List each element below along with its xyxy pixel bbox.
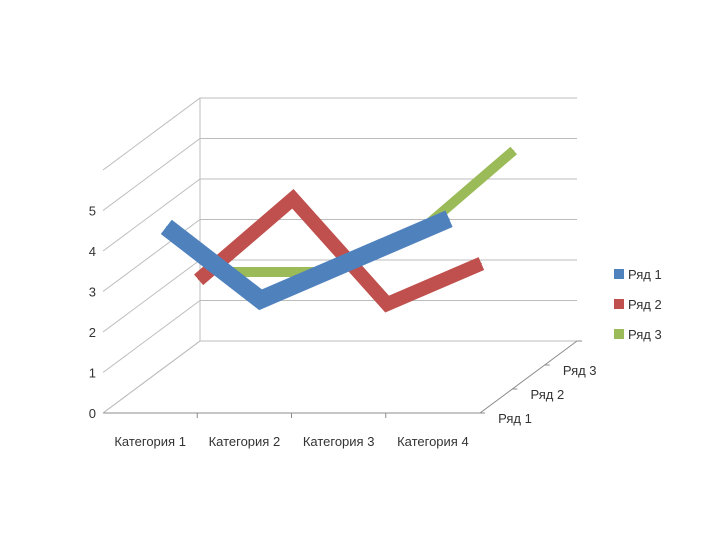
axes xyxy=(102,340,582,418)
gridline xyxy=(102,138,577,211)
category-label: Категория 2 xyxy=(209,434,281,449)
data-point xyxy=(386,303,388,305)
data-point xyxy=(198,279,200,281)
legend-swatch xyxy=(614,269,624,279)
legend-swatch xyxy=(614,299,624,309)
floor-left-edge xyxy=(102,340,201,414)
category-label: Категория 3 xyxy=(303,434,375,449)
series-line-2 xyxy=(194,189,485,313)
data-point xyxy=(513,150,515,151)
legend-label: Ряд 3 xyxy=(628,327,662,342)
depth-label: Ряд 1 xyxy=(498,411,532,426)
y-tick-label: 5 xyxy=(89,204,96,219)
gridline xyxy=(102,340,577,414)
data-point xyxy=(354,258,356,260)
data-point xyxy=(480,263,482,265)
y-tick-label: 1 xyxy=(89,366,96,381)
data-point xyxy=(292,198,294,200)
category-label: Категория 4 xyxy=(397,434,469,449)
legend-label: Ряд 1 xyxy=(628,267,662,282)
data-point xyxy=(165,226,167,228)
tick-labels: 0 1 2 3 4 5 Категория 1 Категория 2 Категория 3 К… xyxy=(89,204,597,450)
legend-swatch xyxy=(614,329,624,339)
depth-label: Ряд 3 xyxy=(563,363,597,378)
depth-label: Ряд 2 xyxy=(531,387,565,402)
data-point xyxy=(448,218,450,220)
y-tick-label: 0 xyxy=(89,406,96,421)
legend: Ряд 1 Ряд 2 Ряд 3 xyxy=(614,267,662,342)
series-line-1 xyxy=(160,210,453,311)
y-tick-label: 3 xyxy=(89,285,96,300)
series-lines xyxy=(160,146,517,313)
legend-label: Ряд 2 xyxy=(628,297,662,312)
gridline xyxy=(102,97,577,171)
floor-axis xyxy=(103,340,578,414)
y-tick-label: 2 xyxy=(89,325,96,340)
y-tick-label: 4 xyxy=(89,244,96,259)
category-label: Категория 1 xyxy=(114,434,186,449)
data-point xyxy=(260,299,262,301)
gridline xyxy=(102,300,577,373)
